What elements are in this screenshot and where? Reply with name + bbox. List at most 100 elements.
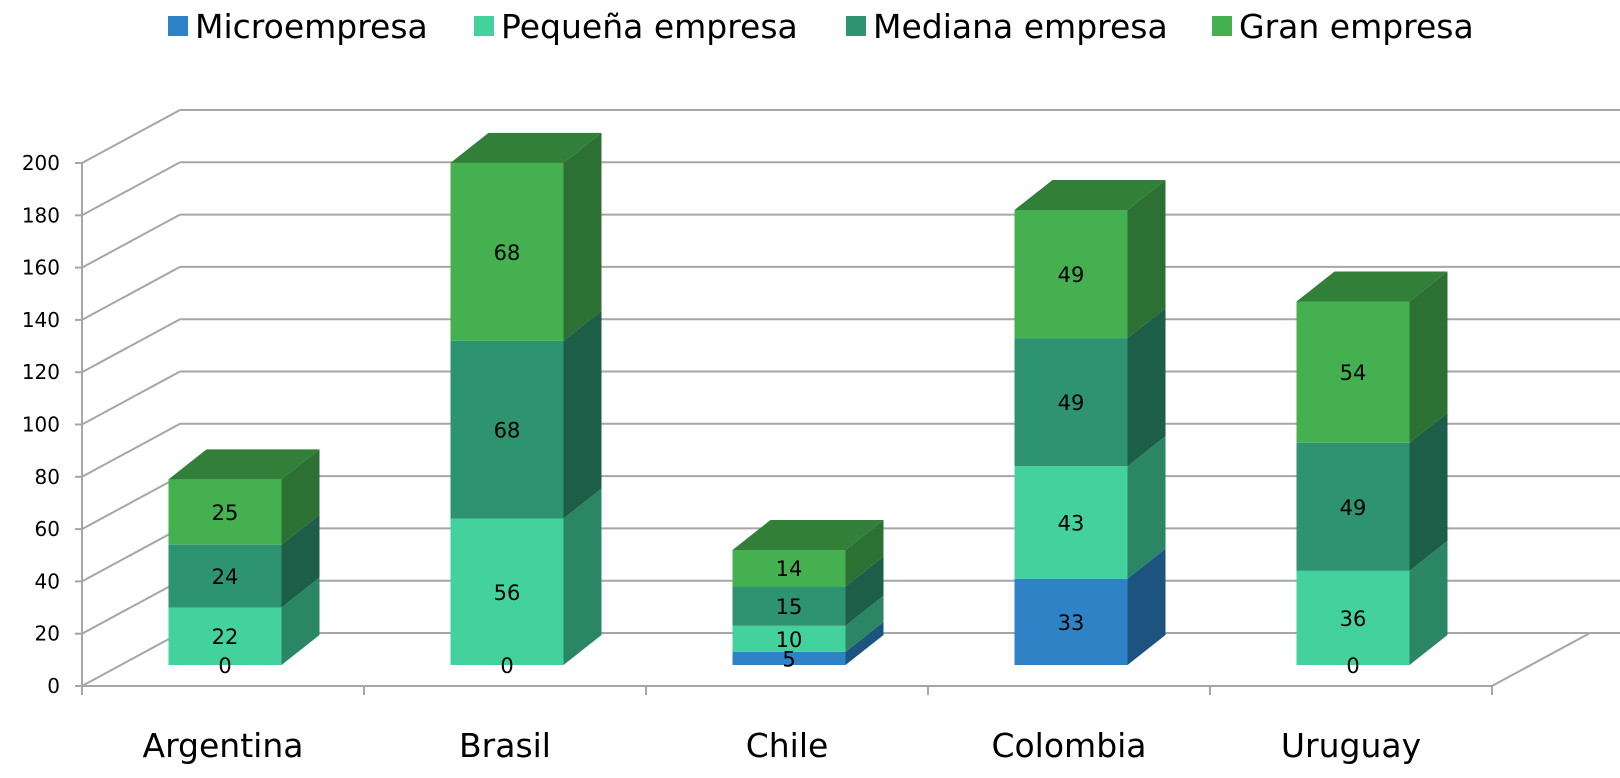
data-label-microempresa-argentina: 0 [218,654,231,678]
data-label-gran-empresa-chile: 14 [776,557,803,581]
axes [75,162,1591,695]
legend: Microempresa Pequeña empresa Mediana empre… [168,7,1474,46]
data-label-pequena-empresa-uruguay: 36 [1340,607,1367,631]
gridline-side [81,161,181,217]
legend-swatch-mediana-empresa [846,16,866,36]
bar-side-pequena-empresa-brasil [563,488,602,665]
bar-gran-empresa-colombia [1014,209,1128,339]
data-label-pequena-empresa-colombia: 43 [1058,511,1085,535]
bar-gran-empresa-brasil [450,162,564,341]
legend-label-mediana-empresa: Mediana empresa [873,7,1168,46]
bar-mediana-empresa-argentina [168,544,282,608]
gridline-side [81,318,181,374]
category-label-colombia: Colombia [991,726,1146,765]
gridline-side [81,266,181,321]
bar-side-mediana-empresa-colombia [1127,308,1166,467]
data-label-microempresa-uruguay: 0 [1346,654,1359,678]
data-label-microempresa-chile: 5 [782,647,795,671]
gridline-side [81,632,181,687]
data-label-pequena-empresa-brasil: 56 [494,581,521,605]
data-label-gran-empresa-brasil: 68 [494,241,521,265]
bar-pequena-empresa-brasil [450,518,564,665]
bar-microempresa-chile [732,651,846,665]
bar-pequena-empresa-argentina [168,607,282,665]
legend-label-gran-empresa: Gran empresa [1239,7,1474,46]
data-label-mediana-empresa-argentina: 24 [212,565,239,589]
bar-top-argentina [168,449,320,480]
data-label-pequena-empresa-chile: 10 [776,628,803,652]
bar-gran-empresa-uruguay [1296,301,1410,443]
bar-side-pequena-empresa-chile [845,595,884,652]
gridline-side [81,422,181,478]
bar-side-gran-empresa-argentina [281,449,320,545]
bar-side-pequena-empresa-argentina [281,577,320,665]
category-label-chile: Chile [746,726,829,765]
y-tick-label: 60 [35,517,60,541]
data-label-mediana-empresa-colombia: 49 [1058,391,1085,415]
data-label-mediana-empresa-uruguay: 49 [1340,496,1367,520]
bar-side-mediana-empresa-uruguay [1409,412,1448,571]
bar-side-mediana-empresa-chile [845,556,884,626]
bar-pequena-empresa-colombia [1014,466,1128,579]
bar-side-pequena-empresa-uruguay [1409,540,1448,665]
legend-swatch-gran-empresa [1212,16,1232,36]
data-label-gran-empresa-argentina: 25 [212,501,239,525]
bar-microempresa-colombia [1014,578,1128,665]
y-tick-label: 20 [35,622,60,646]
data-label-microempresa-colombia: 33 [1058,611,1085,635]
bar-side-gran-empresa-uruguay [1409,271,1448,443]
gridline-side [81,213,181,269]
legend-swatch-microempresa [168,16,188,36]
bar-mediana-empresa-chile [732,586,846,626]
y-tick-label: 140 [22,308,60,332]
data-label-mediana-empresa-chile: 15 [776,595,803,619]
bar-pequena-empresa-uruguay [1296,570,1410,665]
bar-mediana-empresa-uruguay [1296,442,1410,571]
bar-pequena-empresa-chile [732,625,846,652]
gridline-side [81,579,181,635]
y-tick-label: 100 [22,413,60,437]
data-label-gran-empresa-uruguay: 54 [1340,361,1367,385]
bar-side-microempresa-colombia [1127,548,1166,665]
gridline-side [81,370,181,426]
bars: 0 22 24 25 0 56 68 68 510 15 14 33 43 49 49 0 36 49 54 [168,132,1448,678]
y-tick-label: 80 [35,465,60,489]
data-label-gran-empresa-colombia: 49 [1058,263,1085,287]
y-tick-label: 160 [22,256,60,280]
gridline-side [81,475,181,530]
gridline-side [81,109,181,164]
bar-side-mediana-empresa-brasil [563,310,602,519]
y-tick-label: 40 [35,569,60,593]
gridline-side [81,527,181,583]
bar-top-chile [732,519,884,550]
y-tick-label: 200 [22,151,60,175]
bar-side-gran-empresa-brasil [563,132,602,341]
category-label-uruguay: Uruguay [1281,726,1421,765]
bar-gran-empresa-argentina [168,479,282,545]
bar-mediana-empresa-brasil [450,340,564,519]
y-tick-label: 0 [47,674,60,698]
bar-side-mediana-empresa-argentina [281,514,320,608]
y-tick-label: 180 [22,203,60,227]
bar-top-uruguay [1296,271,1448,302]
legend-swatch-pequena-empresa [474,16,494,36]
bar-gran-empresa-chile [732,549,846,587]
bar-side-gran-empresa-chile [845,519,884,587]
category-label-brasil: Brasil [459,726,551,765]
bar-side-microempresa-chile [845,621,884,665]
bar-side-pequena-empresa-colombia [1127,436,1166,579]
floor-edge [1491,632,1591,687]
y-tick-label: 120 [22,360,60,384]
data-label-pequena-empresa-argentina: 22 [212,625,239,649]
data-label-mediana-empresa-brasil: 68 [494,419,521,443]
bar-side-gran-empresa-colombia [1127,179,1166,339]
data-label-microempresa-brasil: 0 [500,654,513,678]
bar-top-brasil [450,132,602,163]
category-label-argentina: Argentina [143,726,304,765]
bar-top-colombia [1014,179,1166,210]
bar-mediana-empresa-colombia [1014,338,1128,467]
legend-label-microempresa: Microempresa [195,7,428,46]
legend-label-pequena-empresa: Pequeña empresa [501,7,798,46]
